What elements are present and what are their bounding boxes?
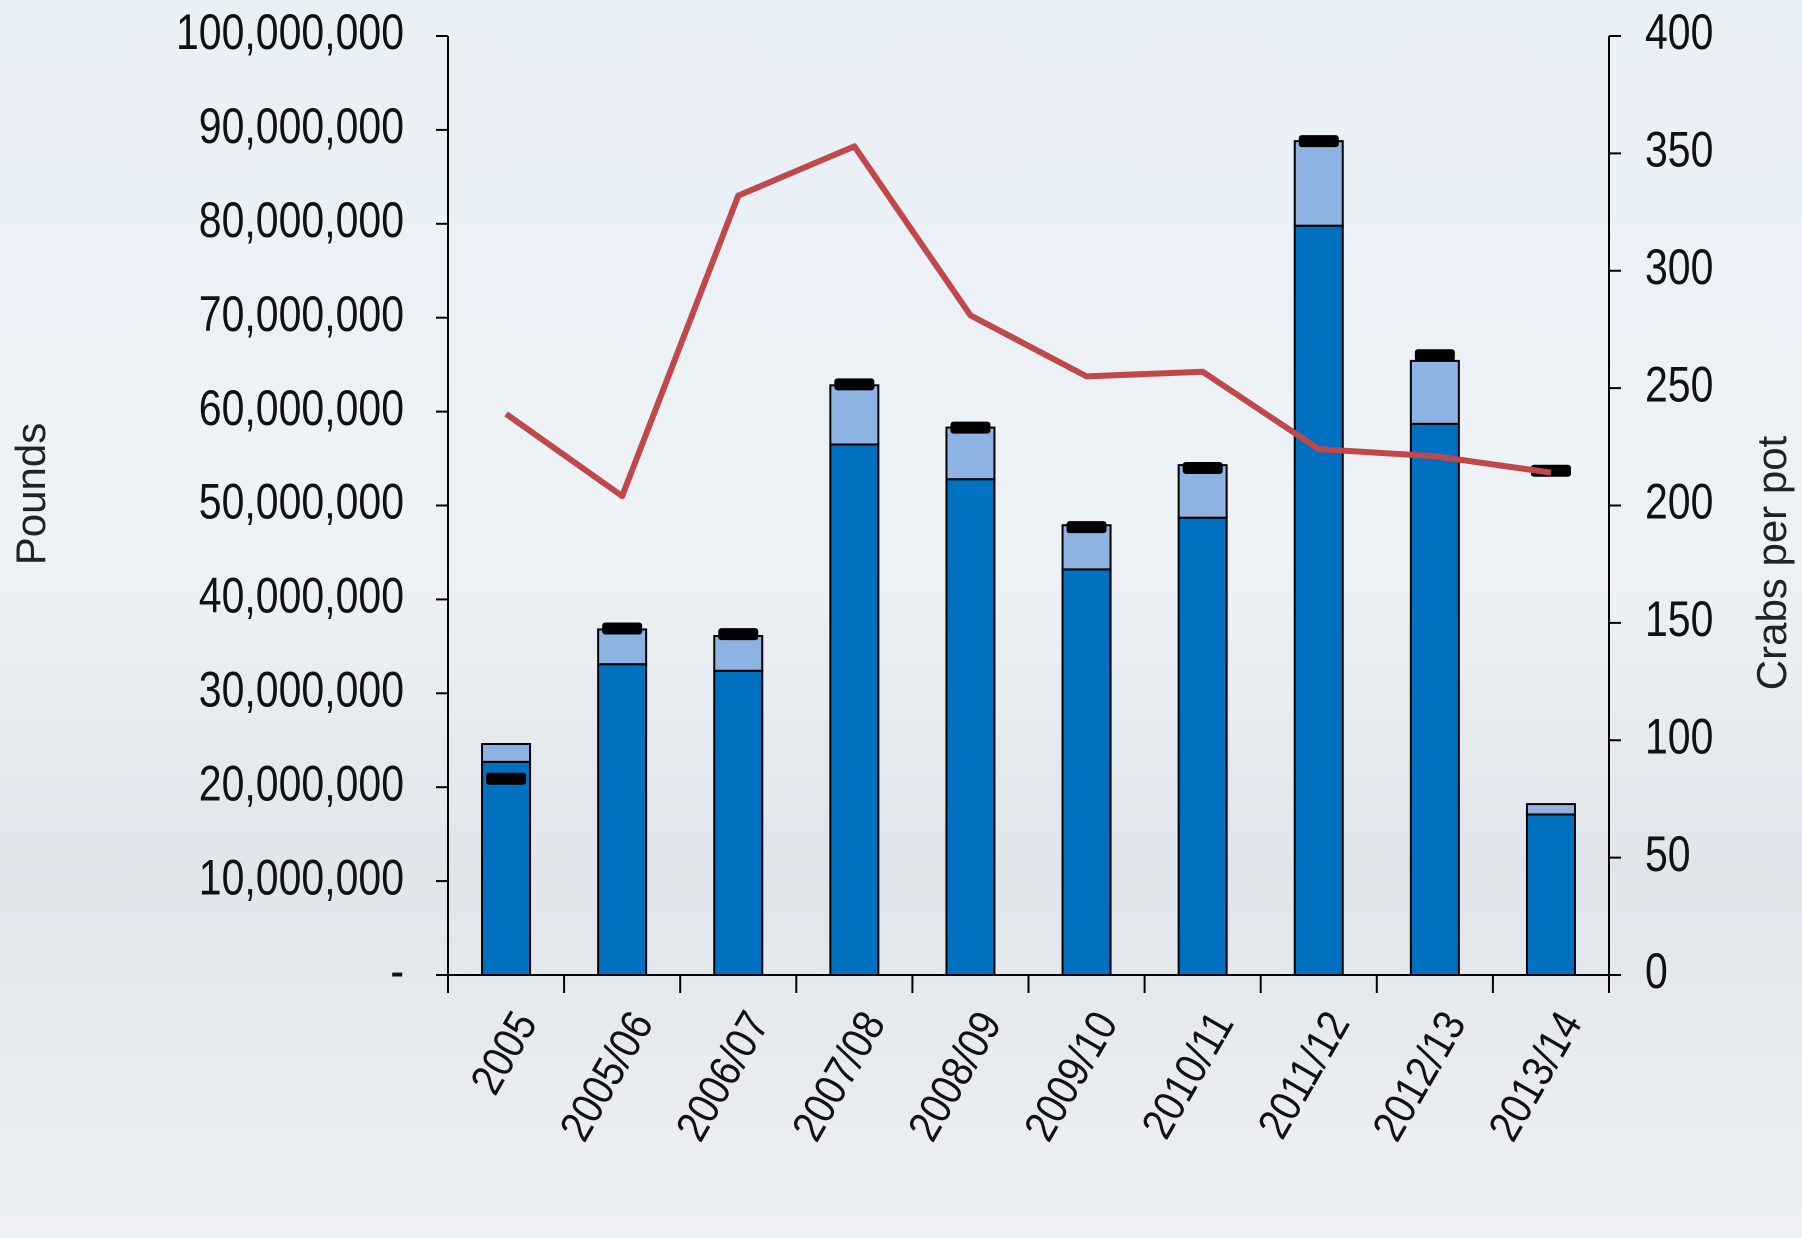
bar-segment	[946, 479, 994, 975]
y-tick-label: 40,000,000	[199, 568, 404, 624]
y2-tick-label: 250	[1645, 356, 1713, 412]
y-tick-label: 10,000,000	[199, 849, 404, 905]
bar-segment	[1411, 424, 1459, 975]
y-axis-title: Pounds	[7, 423, 54, 565]
y-tick-label: -	[390, 943, 404, 999]
y2-tick-label: 200	[1645, 474, 1713, 530]
y2-tick-label: 350	[1645, 122, 1713, 178]
y-tick-label: 90,000,000	[199, 98, 404, 154]
y-tick-label: 20,000,000	[199, 756, 404, 812]
y2-tick-label: 150	[1645, 591, 1713, 647]
bar-segment	[598, 664, 646, 975]
bar-segment	[598, 629, 646, 664]
marker	[602, 623, 642, 635]
bar-segment	[1527, 814, 1575, 975]
bar-segment	[1295, 141, 1343, 226]
bar-segment	[830, 444, 878, 975]
marker	[1183, 462, 1223, 474]
marker	[1415, 349, 1455, 361]
y-tick-label: 30,000,000	[199, 662, 404, 718]
bar-segment	[714, 671, 762, 975]
y2-tick-label: 50	[1645, 826, 1691, 882]
bar-segment	[482, 744, 530, 762]
marker	[950, 422, 990, 434]
bar-segment	[1063, 569, 1111, 975]
marker	[1299, 135, 1339, 147]
y2-tick-label: 100	[1645, 709, 1713, 765]
y2-tick-label: 0	[1645, 943, 1668, 999]
marker	[1067, 521, 1107, 533]
marker	[718, 628, 758, 640]
y-tick-label: 80,000,000	[199, 192, 404, 248]
bar-segment	[1527, 804, 1575, 814]
bar-segment	[946, 428, 994, 480]
bar-segment	[714, 636, 762, 671]
marker	[486, 773, 526, 785]
bar-segment	[482, 762, 530, 975]
bar-segment	[1411, 361, 1459, 424]
bar-segment	[1179, 518, 1227, 975]
y-tick-label: 100,000,000	[176, 4, 404, 60]
y-tick-label: 50,000,000	[199, 474, 404, 530]
bar-segment	[830, 385, 878, 444]
y2-tick-label: 300	[1645, 239, 1713, 295]
bar-segment	[1295, 226, 1343, 975]
y2-axis-title: Crabs per pot	[1748, 435, 1795, 690]
chart: Pounds Crabs per pot - 10,000,000 20,000,0…	[0, 0, 1802, 1238]
y-tick-label: 60,000,000	[199, 380, 404, 436]
y-tick-label: 70,000,000	[199, 286, 404, 342]
marker	[834, 378, 874, 390]
y2-tick-label: 400	[1645, 4, 1713, 60]
